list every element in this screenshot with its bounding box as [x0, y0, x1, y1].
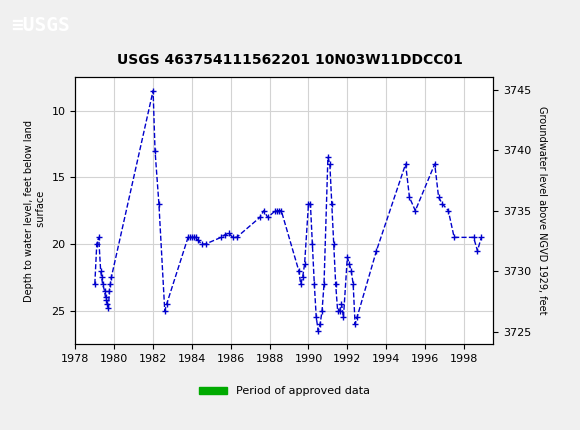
Text: USGS 463754111562201 10N03W11DDCC01: USGS 463754111562201 10N03W11DDCC01: [117, 52, 463, 67]
Text: ≡USGS: ≡USGS: [12, 16, 70, 35]
Legend: Period of approved data: Period of approved data: [194, 382, 374, 401]
Y-axis label: Groundwater level above NGVD 1929, feet: Groundwater level above NGVD 1929, feet: [536, 107, 546, 315]
Y-axis label: Depth to water level, feet below land
 surface: Depth to water level, feet below land su…: [24, 120, 46, 302]
